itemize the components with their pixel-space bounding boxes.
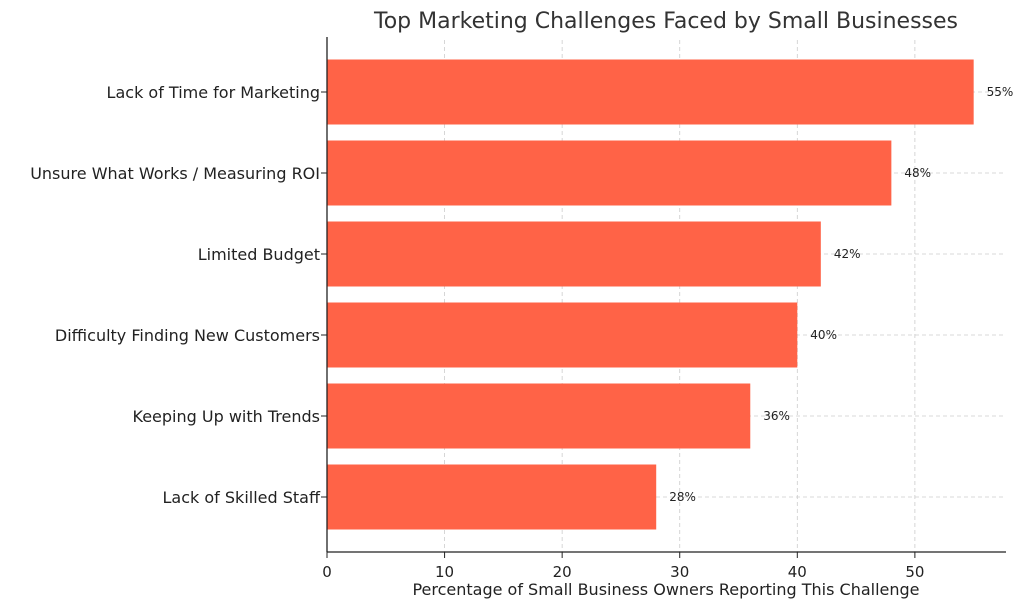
- bar: [327, 221, 821, 287]
- x-tick-label: 10: [435, 563, 454, 581]
- y-tick-label: Lack of Time for Marketing: [107, 83, 320, 102]
- y-tick-label-layer: Lack of Time for Marketing Unsure What Wo…: [30, 83, 327, 507]
- x-tick-label: 40: [788, 563, 807, 581]
- y-tick-label: Keeping Up with Trends: [133, 407, 320, 426]
- x-tick-label: 30: [670, 563, 689, 581]
- x-tick-label: 50: [905, 563, 924, 581]
- bar-layer: [327, 59, 974, 530]
- y-tick-label: Limited Budget: [198, 245, 320, 264]
- data-label: 36%: [763, 409, 790, 423]
- x-tick-label: 20: [553, 563, 572, 581]
- data-label: 42%: [834, 247, 861, 261]
- bar: [327, 302, 798, 368]
- data-label: 55%: [987, 85, 1014, 99]
- y-tick-label: Lack of Skilled Staff: [163, 488, 321, 507]
- x-tick-label: 0: [322, 563, 332, 581]
- data-label: 40%: [810, 328, 837, 342]
- data-label: 48%: [904, 166, 931, 180]
- data-label-layer: 55% 48% 42% 40% 36% 28%: [669, 85, 1013, 504]
- y-tick-label: Unsure What Works / Measuring ROI: [30, 164, 320, 183]
- bar: [327, 383, 751, 449]
- chart-title: Top Marketing Challenges Faced by Small …: [373, 9, 958, 34]
- bar: [327, 464, 657, 530]
- x-axis-label: Percentage of Small Business Owners Repo…: [412, 580, 919, 599]
- bar: [327, 59, 974, 125]
- y-tick-label: Difficulty Finding New Customers: [55, 326, 320, 345]
- x-tick-layer: 0 10 20 30 40 50: [322, 552, 924, 581]
- bar: [327, 140, 892, 206]
- data-label: 28%: [669, 490, 696, 504]
